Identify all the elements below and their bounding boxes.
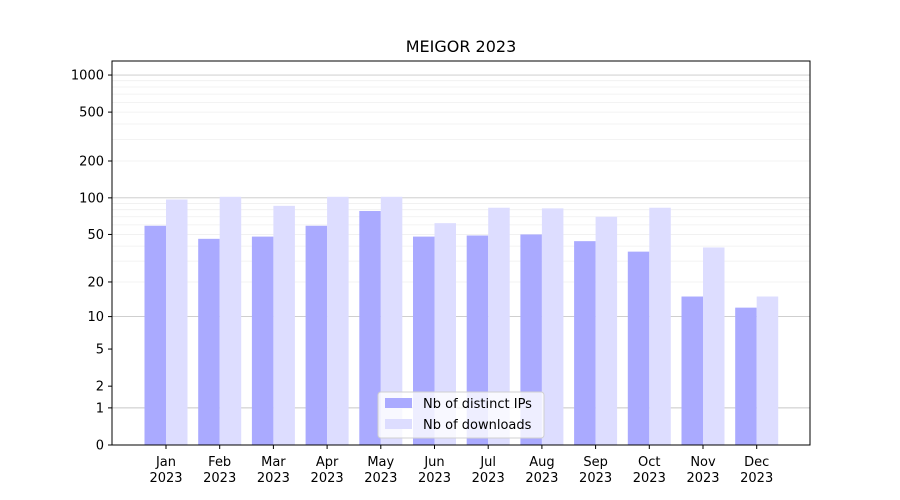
bar-downloads-may (380, 196, 403, 445)
x-tick-label-year: 2023 (472, 471, 505, 486)
x-tick-label-year: 2023 (633, 471, 666, 486)
bar-downloads-sep (595, 216, 618, 445)
bar-distinct-ips-oct (627, 251, 650, 445)
bar-distinct-ips-mar (251, 236, 274, 445)
bar-downloads-feb (219, 196, 242, 445)
bar-downloads-oct (649, 207, 671, 445)
y-tick-label: 200 (79, 155, 104, 170)
bar-downloads-apr (327, 196, 349, 445)
x-axis: Jan2023Feb2023Mar2023Apr2023May2023Jun20… (149, 445, 773, 486)
y-tick-label: 20 (87, 275, 104, 290)
x-tick-label-year: 2023 (203, 471, 236, 486)
x-tick-label-year: 2023 (418, 471, 451, 486)
bar-downloads-nov (703, 247, 725, 445)
x-tick-label-month: Mar (261, 455, 286, 470)
x-tick-label-month: Nov (690, 455, 716, 470)
x-tick-label-month: Feb (208, 455, 231, 470)
x-tick-label-month: May (367, 455, 394, 470)
bars (144, 196, 779, 445)
x-tick-label-year: 2023 (686, 471, 719, 486)
legend: Nb of distinct IPs Nb of downloads (377, 391, 545, 439)
y-tick-label: 0 (96, 439, 104, 454)
x-tick-label-year: 2023 (149, 471, 182, 486)
legend-box (377, 391, 545, 439)
bar-downloads-aug (541, 208, 564, 445)
x-tick-label-month: Jun (423, 455, 444, 470)
bar-downloads-jul (488, 207, 510, 445)
x-tick-label-month: Dec (744, 455, 769, 470)
bar-downloads-jun (434, 223, 456, 445)
x-tick-label-year: 2023 (525, 471, 558, 486)
legend-swatch (385, 419, 412, 429)
y-tick-label: 2 (96, 380, 104, 395)
x-tick-label-month: Sep (583, 455, 608, 470)
x-tick-label-year: 2023 (364, 471, 397, 486)
chart-title: MEIGOR 2023 (406, 37, 517, 56)
y-tick-label: 50 (87, 228, 104, 243)
plot-frame (111, 60, 811, 446)
y-tick-label: 1 (96, 401, 104, 416)
x-tick-label-month: Jul (479, 455, 496, 470)
x-tick-label-year: 2023 (579, 471, 612, 486)
legend-swatch (385, 398, 412, 408)
bar-downloads-jan (166, 199, 188, 445)
legend-label: Nb of downloads (423, 418, 532, 433)
legend-label: Nb of distinct IPs (423, 397, 532, 412)
bar-distinct-ips-may (359, 211, 381, 445)
y-tick-label: 1000 (71, 69, 104, 84)
y-tick-label: 100 (79, 191, 104, 206)
x-tick-label-year: 2023 (257, 471, 290, 486)
x-tick-label-month: Aug (529, 455, 554, 470)
y-tick-label: 10 (87, 310, 104, 325)
x-tick-label-year: 2023 (740, 471, 773, 486)
bar-distinct-ips-sep (574, 241, 596, 445)
bar-distinct-ips-dec (735, 307, 757, 445)
bar-distinct-ips-feb (198, 238, 220, 445)
bar-downloads-dec (756, 296, 779, 445)
bar-distinct-ips-jan (144, 225, 166, 445)
x-tick-label-month: Oct (638, 455, 660, 470)
bar-distinct-ips-apr (305, 225, 328, 445)
y-axis: 0 1 2 5 10 20 50 100 200 500 1000 (71, 69, 112, 454)
bar-downloads-mar (273, 205, 295, 445)
y-tick-label: 5 (96, 343, 104, 358)
x-tick-label-month: Apr (316, 455, 339, 470)
bar-distinct-ips-nov (681, 296, 703, 445)
x-tick-label-month: Jan (155, 455, 176, 470)
x-tick-label-year: 2023 (311, 471, 344, 486)
y-tick-label: 500 (79, 106, 104, 121)
